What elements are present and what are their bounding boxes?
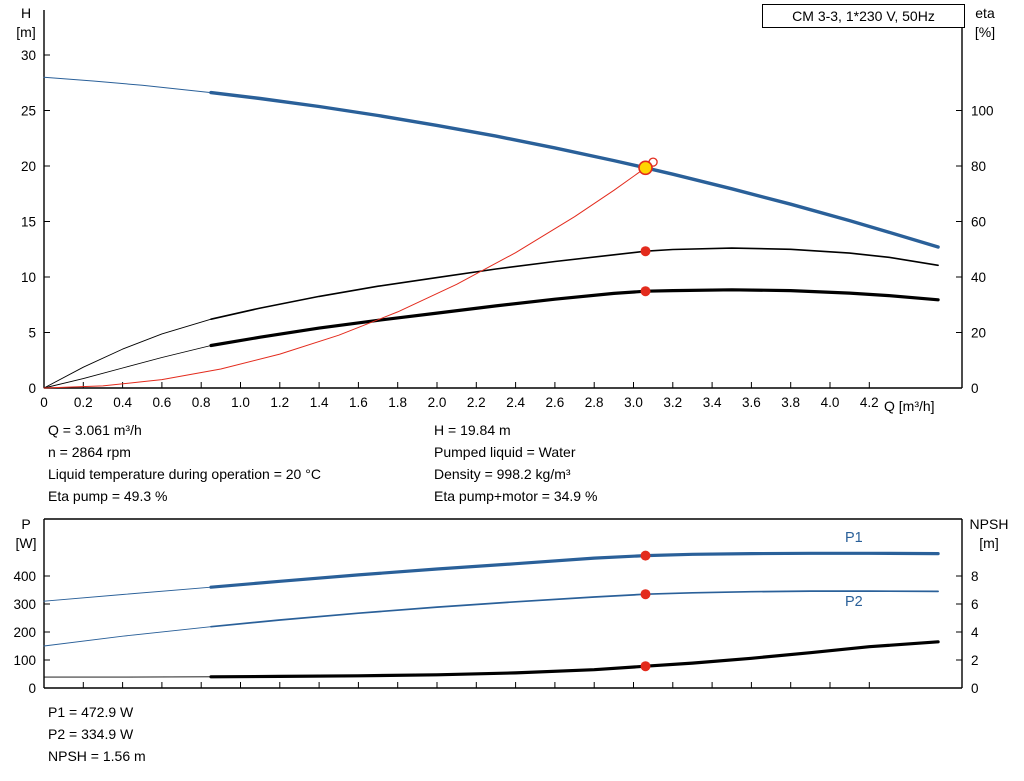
tick-label: 100	[13, 653, 36, 668]
tick-label: 1.8	[388, 395, 407, 410]
tick-label: 3.0	[624, 395, 643, 410]
p-axis-label: P [W]	[8, 515, 44, 553]
tick-label: 0	[28, 381, 36, 396]
tick-label: 2.0	[428, 395, 447, 410]
eta-axis-label: eta [%]	[962, 4, 1008, 42]
info-bottom-block: P1 = 472.9 W P2 = 334.9 W NPSH = 1.56 m	[48, 701, 146, 767]
npsh-axis-unit: [m]	[979, 535, 999, 551]
info-line-temp: Liquid temperature during operation = 20…	[48, 466, 321, 482]
tick-label: 4.2	[860, 395, 879, 410]
tick-label: 3.2	[663, 395, 682, 410]
info-line-npsh: NPSH = 1.56 m	[48, 748, 146, 764]
info-column-right: H = 19.84 m Pumped liquid = Water Densit…	[434, 419, 597, 507]
pump-title-box: CM 3-3, 1*230 V, 50Hz	[762, 4, 965, 28]
tick-label: 2.4	[506, 395, 525, 410]
system-curve	[43, 164, 650, 389]
tick-label: 2.8	[585, 395, 604, 410]
p-axis-name: P	[21, 516, 31, 532]
tick-label: 2	[971, 653, 979, 668]
p2-curve	[210, 590, 939, 628]
p2-curve-label: P2	[845, 594, 863, 610]
h-axis-unit: [m]	[16, 24, 36, 40]
info-line-p2: P2 = 334.9 W	[48, 726, 134, 742]
info-column-left: Q = 3.061 m³/h n = 2864 rpm Liquid tempe…	[48, 419, 321, 507]
tick-label: 1.6	[349, 395, 368, 410]
tick-label: 3.6	[742, 395, 761, 410]
tick-label: 0	[971, 681, 979, 696]
tick-label: 0	[40, 395, 48, 410]
q-axis-label: Q [m³/h]	[884, 398, 935, 414]
tick-label: 40	[971, 270, 986, 285]
tick-label: 400	[13, 569, 36, 584]
h-axis-label: H [m]	[8, 4, 44, 42]
eta-pump-curve	[210, 247, 939, 320]
info-line-q: Q = 3.061 m³/h	[48, 422, 142, 438]
pump-qh-curve	[43, 76, 212, 94]
p2-point	[640, 589, 651, 600]
tick-label: 80	[971, 159, 986, 174]
eta-pump-point	[640, 246, 651, 257]
info-line-h: H = 19.84 m	[434, 422, 511, 438]
tick-label: 0	[28, 681, 36, 696]
tick-label: 10	[21, 270, 36, 285]
eta-pump-motor-point	[640, 286, 651, 297]
tick-label: 20	[971, 326, 986, 341]
info-line-p1: P1 = 472.9 W	[48, 704, 134, 720]
tick-label: 5	[28, 326, 36, 341]
tick-label: 15	[21, 215, 36, 230]
tick-label: 0.8	[192, 395, 211, 410]
tick-label: 0.4	[113, 395, 132, 410]
tick-label: 3.4	[703, 395, 722, 410]
p1-curve-label: P1	[845, 530, 863, 546]
eta-pump-motor-curve	[209, 288, 940, 348]
npsh-point	[640, 661, 651, 672]
tick-label: 6	[971, 597, 979, 612]
tick-label: 4	[971, 625, 979, 640]
pump-qh-curve	[209, 90, 940, 249]
info-line-eta-motor: Eta pump+motor = 34.9 %	[434, 488, 598, 504]
tick-label: 0	[971, 381, 979, 396]
npsh-axis-name: NPSH	[969, 516, 1009, 532]
duty-point	[638, 160, 653, 176]
npsh-axis-label: NPSH [m]	[960, 515, 1018, 553]
eta-pump-motor-curve	[43, 345, 212, 389]
eta-axis-unit: [%]	[974, 24, 996, 40]
npsh-curve	[209, 640, 940, 679]
p1-point	[640, 550, 651, 561]
info-line-density: Density = 998.2 kg/m³	[434, 466, 571, 482]
tick-label: 30	[21, 48, 36, 63]
tick-label: 20	[21, 159, 36, 174]
h-axis-name: H	[20, 5, 32, 21]
tick-label: 3.8	[781, 395, 800, 410]
tick-label: 200	[13, 625, 36, 640]
info-line-eta-pump: Eta pump = 49.3 %	[48, 488, 168, 504]
p-axis-unit: [W]	[15, 535, 37, 551]
info-line-liquid: Pumped liquid = Water	[434, 444, 576, 460]
eta-pump-curve	[43, 318, 212, 389]
tick-label: 25	[21, 104, 36, 119]
p1-curve	[209, 551, 940, 589]
eta-axis-name: eta	[975, 5, 995, 21]
p2-curve	[43, 626, 212, 647]
tick-label: 60	[971, 215, 986, 230]
tick-label: 0.6	[153, 395, 172, 410]
tick-label: 2.6	[546, 395, 565, 410]
tick-label: 100	[971, 104, 994, 119]
tick-label: 1.4	[310, 395, 329, 410]
info-line-n: n = 2864 rpm	[48, 444, 131, 460]
tick-label: 1.0	[231, 395, 250, 410]
pump-title-text: CM 3-3, 1*230 V, 50Hz	[792, 8, 935, 24]
tick-label: 8	[971, 569, 979, 584]
tick-label: 1.2	[270, 395, 289, 410]
tick-label: 4.0	[821, 395, 840, 410]
tick-label: 300	[13, 597, 36, 612]
tick-label: 2.2	[467, 395, 486, 410]
tick-label: 0.2	[74, 395, 93, 410]
p1-curve	[43, 586, 212, 602]
